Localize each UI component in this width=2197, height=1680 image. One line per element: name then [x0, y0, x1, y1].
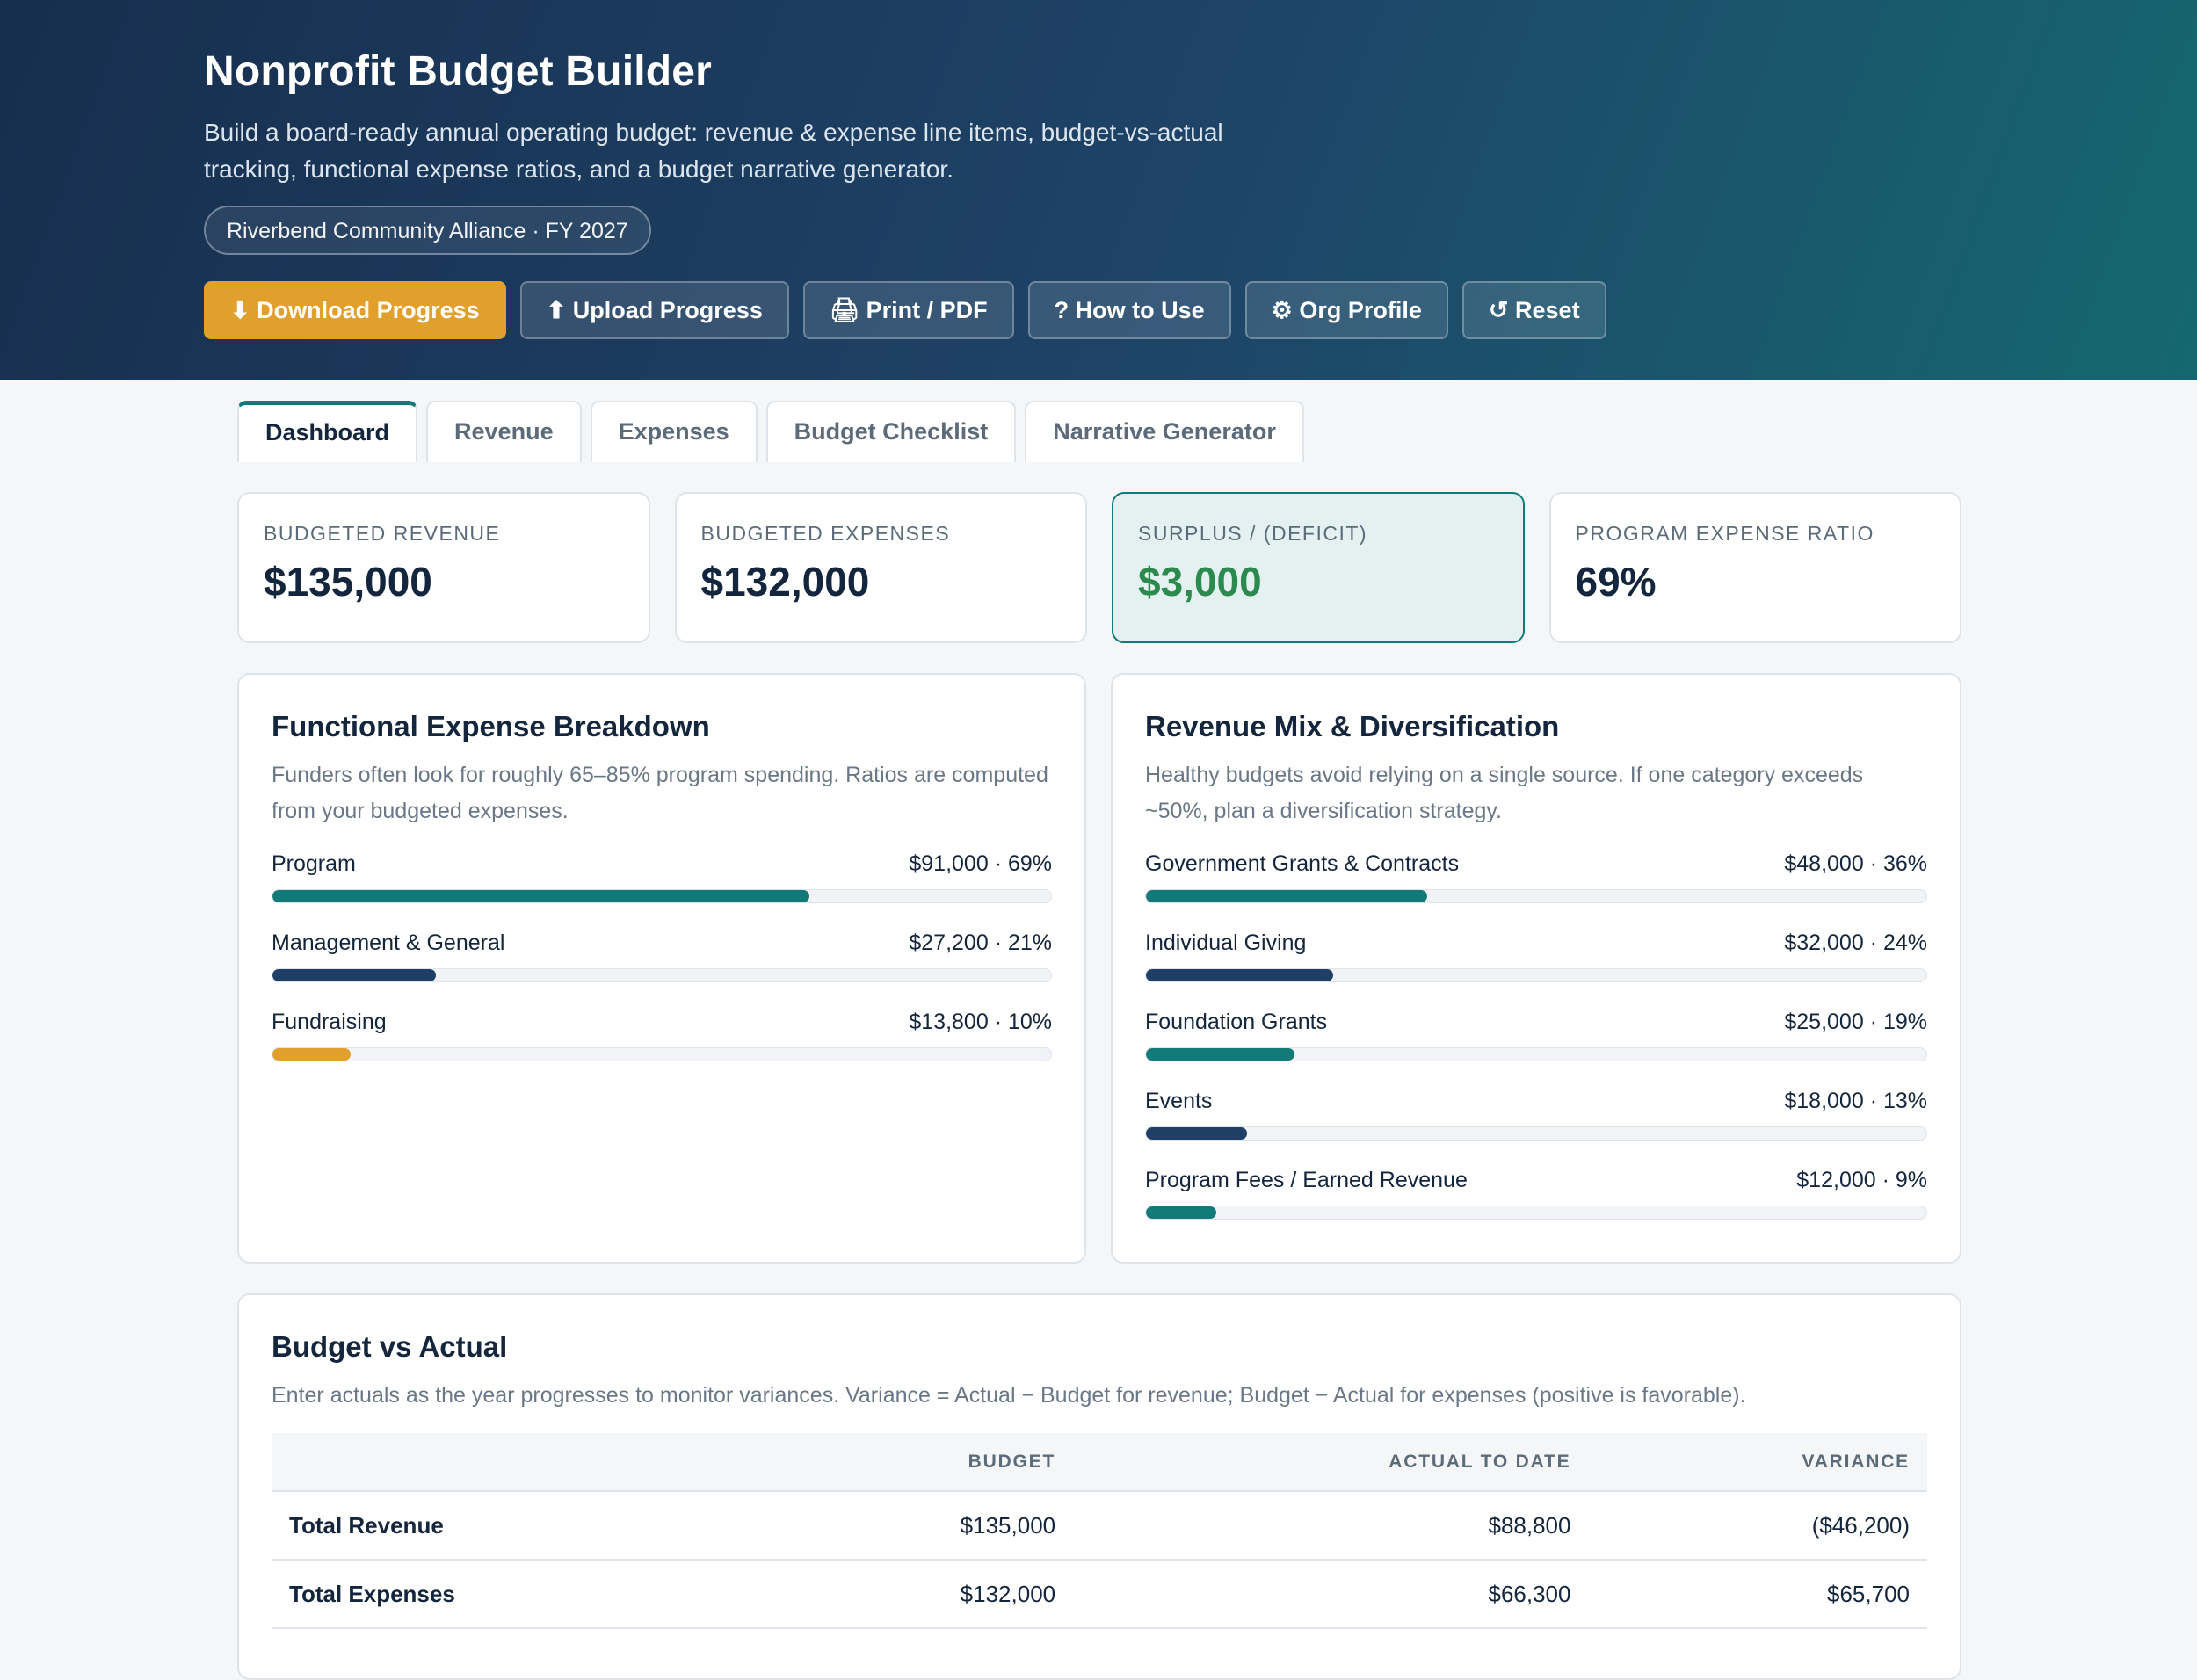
- actual-cell: $88,800: [1073, 1491, 1589, 1561]
- bar-track: [272, 1047, 1052, 1061]
- bar-item-individual-giving: Individual Giving $32,000 · 24%: [1145, 928, 1927, 982]
- kpi-label: Program Expense Ratio: [1575, 522, 1874, 545]
- bar-item-government-grants: Government Grants & Contracts $48,000 · 3…: [1145, 849, 1927, 903]
- panel-description: Enter actuals as the year progresses to …: [272, 1383, 1746, 1408]
- upload-progress-button[interactable]: ⬆ Upload Progress: [519, 281, 789, 339]
- bar-label: Program Fees / Earned Revenue: [1145, 1168, 1468, 1192]
- budget-vs-actual-panel: Budget vs Actual Enter actuals as the ye…: [237, 1293, 1961, 1680]
- bar-value: $25,000 · 19%: [1784, 1010, 1927, 1034]
- row-label: Total Revenue: [272, 1491, 764, 1561]
- bar-fill: [1146, 1048, 1294, 1061]
- bar-fill: [272, 1048, 351, 1061]
- column-header-actual: Actual to Date: [1073, 1433, 1589, 1492]
- app-title: Nonprofit Budget Builder: [204, 48, 713, 95]
- kpi-budgeted-expenses: Budgeted Expenses $132,000: [674, 492, 1087, 643]
- bar-value: $48,000 · 36%: [1784, 851, 1927, 876]
- bar-fill: [1146, 969, 1334, 981]
- row-label: Total Expenses: [272, 1560, 764, 1629]
- bar-label: Government Grants & Contracts: [1145, 851, 1460, 876]
- bar-item-program-fees: Program Fees / Earned Revenue $12,000 · 9…: [1145, 1165, 1927, 1220]
- panel-description: Funders often look for roughly 65–85% pr…: [272, 763, 1048, 823]
- tab-budget-checklist[interactable]: Budget Checklist: [765, 401, 1017, 462]
- tab-narrative-generator[interactable]: Narrative Generator: [1025, 401, 1304, 462]
- bar-value: $18,000 · 13%: [1784, 1089, 1927, 1113]
- bar-track: [272, 889, 1052, 903]
- functional-expense-panel: Functional Expense Breakdown Funders oft…: [237, 673, 1086, 1264]
- bar-item-fundraising: Fundraising $13,800 · 10%: [272, 1007, 1052, 1061]
- bar-item-foundation-grants: Foundation Grants $25,000 · 19%: [1145, 1007, 1927, 1061]
- bar-item-events: Events $18,000 · 13%: [1145, 1086, 1927, 1141]
- bar-fill: [272, 969, 437, 981]
- table-row: Total Revenue $135,000 $88,800 ($46,200): [272, 1491, 1927, 1561]
- variance-cell: $65,700: [1588, 1560, 1927, 1629]
- kpi-label: Budgeted Revenue: [264, 522, 501, 545]
- bar-fill: [1146, 890, 1427, 902]
- bar-item-management-general: Management & General $27,200 · 21%: [272, 928, 1052, 982]
- revenue-mix-panel: Revenue Mix & Diversification Healthy bu…: [1111, 673, 1961, 1264]
- app-subtitle: Build a board-ready annual operating bud…: [204, 119, 1223, 183]
- org-pill: Riverbend Community Alliance · FY 2027: [204, 206, 651, 255]
- kpi-label: Surplus / (Deficit): [1138, 522, 1368, 545]
- panel-description: Healthy budgets avoid relying on a singl…: [1145, 763, 1864, 823]
- bar-label: Individual Giving: [1145, 931, 1307, 955]
- budget-vs-actual-table: Budget Actual to Date Variance Total Rev…: [272, 1433, 1927, 1629]
- bar-track: [1145, 889, 1927, 903]
- bar-fill: [1146, 1127, 1248, 1140]
- column-header-budget: Budget: [764, 1433, 1074, 1492]
- kpi-surplus-deficit: Surplus / (Deficit) $3,000: [1112, 492, 1525, 643]
- bar-value: $91,000 · 69%: [909, 851, 1052, 876]
- download-progress-button[interactable]: ⬇ Download Progress: [204, 281, 506, 339]
- kpi-value: $135,000: [264, 559, 432, 605]
- variance-cell: ($46,200): [1588, 1491, 1927, 1561]
- table-row: Total Expenses $132,000 $66,300 $65,700: [272, 1560, 1927, 1629]
- bar-label: Fundraising: [272, 1010, 387, 1034]
- bar-track: [272, 968, 1052, 982]
- bar-label: Management & General: [272, 931, 505, 955]
- bar-fill: [1146, 1206, 1216, 1219]
- tab-expenses[interactable]: Expenses: [590, 401, 758, 462]
- how-to-use-button[interactable]: ? How to Use: [1027, 281, 1231, 339]
- app-header: Nonprofit Budget Builder Build a board-r…: [0, 0, 2197, 380]
- bar-item-program: Program $91,000 · 69%: [272, 849, 1052, 903]
- table-header-row: Budget Actual to Date Variance: [272, 1433, 1927, 1492]
- bar-value: $12,000 · 9%: [1796, 1168, 1927, 1192]
- bar-track: [1145, 1047, 1927, 1061]
- budget-cell: $135,000: [764, 1491, 1074, 1561]
- toolbar: ⬇ Download Progress ⬆ Upload Progress 🖨 …: [204, 281, 1610, 339]
- kpi-value: $3,000: [1138, 559, 1262, 605]
- reset-button[interactable]: ↺ Reset: [1461, 281, 1606, 339]
- tab-dashboard[interactable]: Dashboard: [237, 401, 418, 462]
- kpi-row: Budgeted Revenue $135,000 Budgeted Expen…: [237, 492, 1961, 643]
- bar-track: [1145, 1126, 1927, 1141]
- bar-label: Events: [1145, 1089, 1213, 1113]
- kpi-label: Budgeted Expenses: [700, 522, 951, 545]
- org-profile-button[interactable]: ⚙ Org Profile: [1244, 281, 1448, 339]
- tab-revenue[interactable]: Revenue: [426, 401, 582, 462]
- column-header-label: [272, 1433, 764, 1492]
- revenue-bar-list: Government Grants & Contracts $48,000 · 3…: [1145, 849, 1927, 1220]
- print-pdf-button[interactable]: 🖨 Print / PDF: [802, 281, 1014, 339]
- bar-track: [1145, 968, 1927, 982]
- kpi-budgeted-revenue: Budgeted Revenue $135,000: [237, 492, 650, 643]
- bar-value: $32,000 · 24%: [1784, 931, 1927, 955]
- bar-value: $13,800 · 10%: [909, 1010, 1052, 1034]
- kpi-program-expense-ratio: Program Expense Ratio 69%: [1548, 492, 1961, 643]
- budget-cell: $132,000: [764, 1560, 1074, 1629]
- tab-bar: Dashboard Revenue Expenses Budget Checkl…: [237, 401, 1304, 462]
- kpi-value: 69%: [1575, 559, 1657, 605]
- bar-label: Foundation Grants: [1145, 1010, 1328, 1034]
- kpi-value: $132,000: [700, 559, 870, 605]
- panel-title: Revenue Mix & Diversification: [1145, 710, 1560, 742]
- bar-track: [1145, 1206, 1927, 1220]
- panel-title: Functional Expense Breakdown: [272, 710, 710, 742]
- bar-label: Program: [272, 851, 356, 876]
- column-header-variance: Variance: [1588, 1433, 1927, 1492]
- bar-fill: [272, 890, 810, 902]
- bar-value: $27,200 · 21%: [909, 931, 1052, 955]
- panel-title: Budget vs Actual: [272, 1330, 508, 1363]
- actual-cell: $66,300: [1073, 1560, 1589, 1629]
- functional-bar-list: Program $91,000 · 69% Management & Genera…: [272, 849, 1052, 1061]
